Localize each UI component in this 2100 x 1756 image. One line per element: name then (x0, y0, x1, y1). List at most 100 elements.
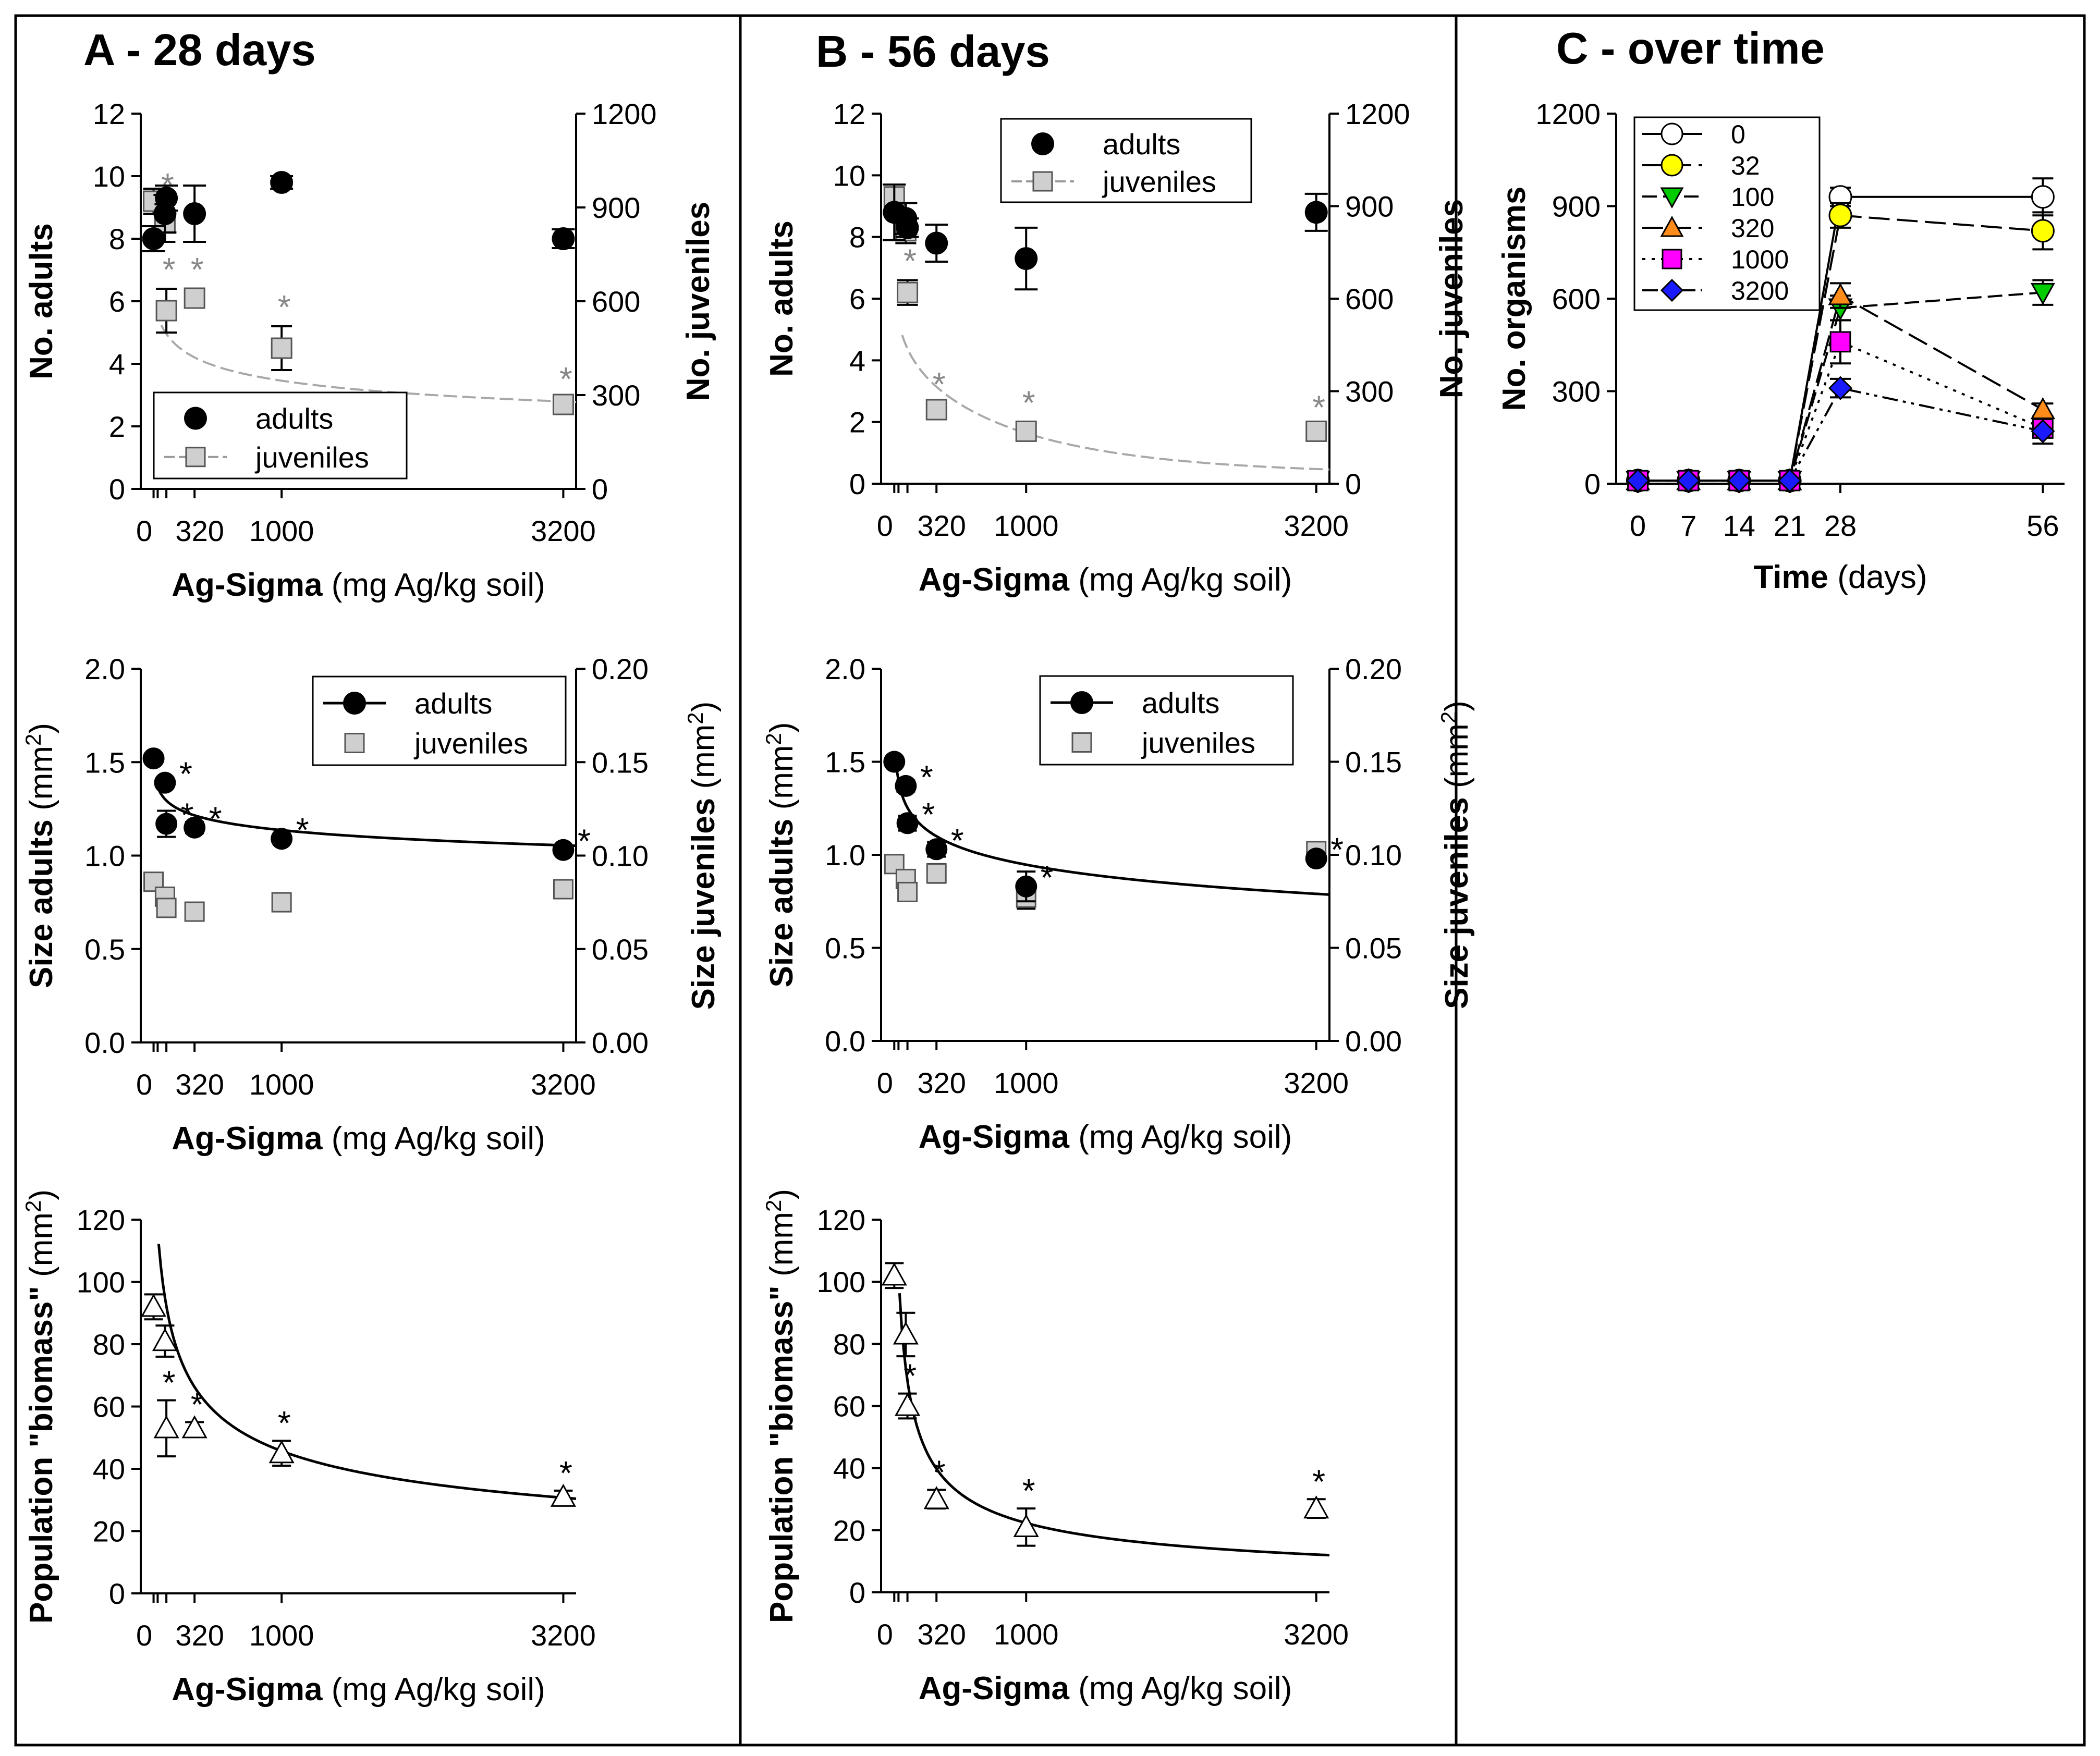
adult-point (895, 775, 917, 797)
legend-label: 3200 (1731, 276, 1789, 305)
juvenile-point (925, 399, 947, 421)
juvenile-point (271, 892, 292, 913)
series-point (2031, 219, 2055, 243)
x-axis-label-units: (mg Ag/kg soil) (1069, 1671, 1292, 1706)
y-tick-label: 80 (93, 1328, 125, 1361)
adult-point (1015, 875, 1037, 898)
juvenile-point (184, 287, 205, 309)
y-tick-label: 2 (849, 406, 865, 439)
biomass-point (550, 1483, 576, 1507)
chart-b3: 0 20 40 60 80 100 120 0 320 1000 3200 Ag-Sigma (mg … (761, 1189, 1349, 1706)
x-tick-label: 3200 (531, 1068, 596, 1101)
y-tick-label: 0.5 (825, 932, 865, 965)
legend-marker (1660, 215, 1684, 237)
fit-curve (160, 324, 577, 403)
y-axis-label-part: 2 (21, 1200, 45, 1212)
adult-point (883, 751, 906, 773)
y-tick-label: 40 (833, 1452, 865, 1485)
x-tick-label: 1000 (994, 1618, 1059, 1651)
legend-marker (1660, 187, 1684, 209)
x-tick-label: 3200 (1284, 1066, 1349, 1099)
y2-tick-label: 1200 (1345, 97, 1410, 130)
x-tick-label: 1000 (994, 509, 1059, 542)
y2-tick-label: 0.10 (592, 840, 649, 873)
y2-axis-label-part: ) (1439, 701, 1475, 711)
adult-point (271, 828, 293, 850)
significance-star: * (1330, 831, 1344, 868)
y-axis-label: Size adults (mm2) (761, 722, 800, 987)
y2-axis-label-part: No. juveniles (680, 202, 716, 401)
x-axis-label-bold: Ag-Sigma (919, 1119, 1070, 1155)
adult-point (896, 216, 919, 239)
adult-point (925, 231, 948, 255)
y2-tick-label: 300 (1345, 375, 1394, 408)
x-tick-label: 14 (1723, 509, 1755, 542)
y-tick-label: 600 (1552, 283, 1601, 315)
y-axis-label-part: 2 (761, 1200, 786, 1212)
y-axis-label-part: (mm (764, 1212, 800, 1285)
x-tick-label: 56 (2026, 509, 2059, 542)
adult-point (896, 812, 919, 834)
chart-a3: 0 20 40 60 80 100 120 0 320 1000 3200 Ag-Sigma (mg … (21, 1189, 596, 1708)
x-axis-label-units: (mg Ag/kg soil) (323, 1121, 545, 1157)
y-tick-label: 1.0 (84, 840, 125, 873)
y2-tick-label: 0.00 (592, 1026, 649, 1059)
y-axis-label-part: No. adults (23, 223, 59, 379)
x-axis-label-bold: Time (1753, 559, 1828, 595)
significance-star: * (163, 251, 176, 288)
y-axis-label-part: Population "biomass" (764, 1285, 800, 1623)
adult-point (155, 187, 178, 210)
x-tick-label: 320 (918, 1618, 966, 1651)
x-axis-label-bold: Ag-Sigma (919, 1671, 1070, 1706)
fit-curve (155, 781, 577, 848)
juvenile-point (553, 879, 573, 900)
significance-star: * (278, 288, 291, 326)
series-point (2031, 185, 2055, 209)
adult-point (925, 838, 948, 861)
y2-axis-label-part: 2 (683, 712, 707, 724)
y-axis-label-part: Size adults (23, 819, 59, 988)
juvenile-point (156, 898, 177, 918)
series-point (1727, 468, 1751, 493)
legend-adult-marker (1070, 691, 1093, 714)
x-axis-label: Ag-Sigma (mg Ag/kg soil) (172, 1121, 545, 1157)
legend-label: juveniles (1102, 165, 1216, 198)
significance-star: * (904, 1357, 917, 1395)
y-axis-label: Population "biomass" (mm2) (761, 1189, 800, 1623)
y-tick-label: 1.0 (825, 839, 865, 871)
x-tick-label: 0 (877, 1066, 893, 1099)
y-tick-label: 1.5 (84, 746, 125, 779)
x-tick-label: 21 (1774, 509, 1806, 542)
panel-title-b: B - 56 days (816, 27, 1050, 77)
y-axis-label-part: 2 (21, 734, 45, 746)
y-tick-label: 100 (817, 1266, 865, 1298)
juvenile-point (271, 337, 292, 359)
y-tick-label: 1200 (1535, 97, 1601, 130)
significance-star: * (209, 800, 222, 838)
adult-point (270, 171, 294, 194)
fit-curve (895, 770, 1330, 896)
y2-axis-label-part: 2 (1436, 711, 1461, 723)
y2-tick-label: 0.05 (592, 933, 649, 966)
x-tick-label: 0 (1630, 509, 1646, 542)
legend-marker (1661, 122, 1683, 145)
juvenile-point (897, 881, 918, 902)
y-tick-label: 40 (93, 1453, 125, 1485)
adult-point (1015, 247, 1038, 271)
x-axis-label-bold: Ag-Sigma (919, 562, 1070, 598)
legend-label: adults (1142, 686, 1219, 719)
chart-a1: 0 2 4 6 8 10 12 0 300 600 900 1200 0 320 1000 3200 Ag-Si… (23, 97, 716, 603)
biomass-point (895, 1393, 921, 1416)
x-tick-label: 0 (136, 1619, 152, 1652)
juvenile-point (1015, 420, 1037, 442)
fit-curve (898, 1293, 1330, 1557)
significance-star: * (296, 811, 309, 849)
y2-axis-label-part: ) (686, 702, 722, 713)
x-tick-label: 0 (877, 1618, 893, 1651)
y2-axis-label: Size juveniles (mm2) (683, 702, 722, 1010)
legend-adult-marker (1031, 132, 1054, 155)
legend-marker (1660, 278, 1684, 302)
significance-star: * (559, 1454, 572, 1492)
y-axis-label: No. organisms (1496, 187, 1532, 411)
y-tick-label: 0 (849, 468, 865, 500)
